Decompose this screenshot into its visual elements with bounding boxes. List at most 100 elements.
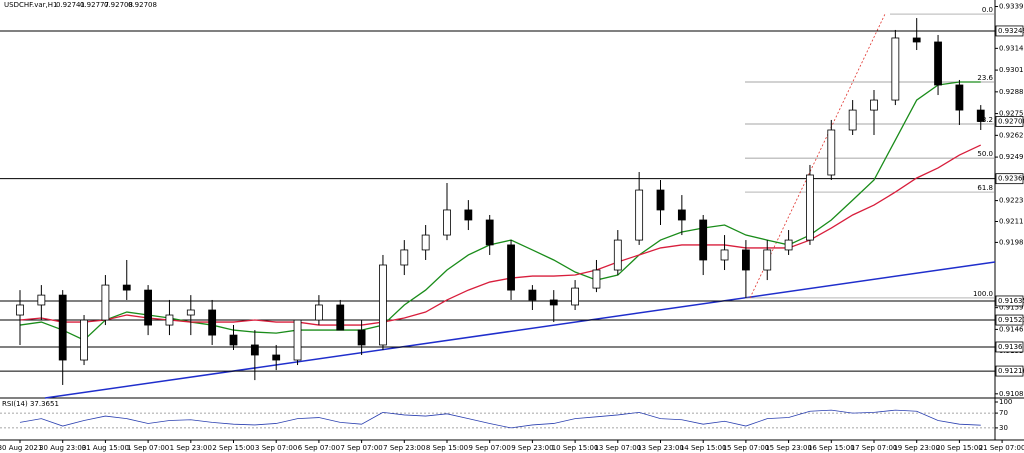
- candle-body: [571, 287, 579, 306]
- candle-body: [400, 249, 409, 266]
- x-tick-label: 8 Sep 15:00: [426, 444, 468, 452]
- x-tick-label: 13 Sep 07:00: [594, 444, 641, 452]
- x-tick-label: 7 Sep 07:00: [340, 444, 382, 452]
- candle-body: [208, 309, 217, 336]
- candle-body: [528, 289, 537, 301]
- candle-body: [37, 294, 46, 306]
- x-tick-label: 14 Sep 15:00: [680, 444, 727, 452]
- y-tick-label: 0.91985: [999, 238, 1024, 246]
- rsi-tick-label: 100: [999, 398, 1012, 406]
- header: USDCHF.var,H1 0.92741 0.92777 0.92708 0.…: [4, 1, 157, 9]
- x-tick-label: 15 Sep 07:00: [723, 444, 770, 452]
- level-box: [995, 365, 1024, 377]
- fib-anchor: [749, 13, 886, 299]
- candle-body: [699, 219, 708, 261]
- candle-body: [272, 354, 281, 361]
- fib-label: 0.0: [982, 6, 993, 14]
- candle-body: [891, 37, 900, 101]
- x-tick-label: 31 Aug 15:00: [82, 444, 129, 452]
- fib-label: 38.2: [977, 116, 993, 124]
- level-box: [995, 173, 1024, 185]
- x-tick-label: 13 Sep 23:00: [637, 444, 684, 452]
- moving-average: [19, 81, 981, 341]
- candle-body: [549, 299, 558, 306]
- candle-body: [229, 334, 238, 346]
- candle-body: [784, 239, 793, 251]
- candle-body: [485, 219, 494, 246]
- level-label: 0.9136: [998, 343, 1023, 351]
- level-label: 0.91635: [998, 297, 1024, 305]
- candle-body: [742, 249, 750, 271]
- level-label: 0.93249: [998, 27, 1024, 35]
- quote-open: 0.92741: [56, 1, 85, 9]
- level-label: 0.91216: [998, 367, 1024, 375]
- rsi-tick-label: 30: [999, 424, 1008, 432]
- moving-average: [19, 144, 982, 326]
- candle-body: [101, 284, 110, 321]
- x-tick-label: 1 Sep 23:00: [170, 444, 212, 452]
- chart-title: USDCHF.var,H1: [4, 1, 58, 9]
- candle-body: [443, 209, 451, 236]
- level-box: [995, 341, 1024, 353]
- last-price-box: [995, 116, 1024, 127]
- quote-low: 0.92708: [104, 1, 133, 9]
- x-tick-label: 9 Sep 23:00: [511, 444, 553, 452]
- trendline: [44, 261, 996, 399]
- candle-body: [848, 109, 857, 131]
- quote-close: 0.92708: [128, 1, 157, 9]
- candle-body: [592, 269, 601, 289]
- x-tick-label: 15 Sep 23:00: [765, 444, 812, 452]
- y-tick-label: 0.92235: [999, 197, 1024, 205]
- rsi-tick-label: 70: [999, 409, 1008, 417]
- candle-body: [357, 329, 366, 346]
- candle-body: [677, 209, 686, 221]
- quote-high: 0.92777: [80, 1, 109, 9]
- candle-body: [336, 304, 345, 331]
- y-tick-label: 0.91595: [999, 304, 1024, 312]
- x-tick-label: 21 Sep 07:00: [979, 444, 1024, 452]
- x-tick-label: 17 Sep 07:00: [851, 444, 898, 452]
- y-tick-label: 0.93145: [999, 44, 1024, 52]
- candle-body: [379, 264, 387, 346]
- candle-body: [464, 209, 473, 221]
- candle-body: [507, 244, 515, 291]
- y-tick-label: 0.92625: [999, 131, 1024, 139]
- y-tick-label: 0.91465: [999, 325, 1024, 333]
- level-box: [995, 295, 1024, 307]
- x-tick-label: 6 Sep 07:00: [298, 444, 340, 452]
- candle-body: [16, 304, 24, 316]
- rsi-line: [19, 409, 981, 429]
- candle-body: [122, 284, 131, 291]
- y-tick-label: 0.92755: [999, 110, 1024, 118]
- candle-body: [763, 249, 772, 271]
- x-tick-label: 2 Sep 15:00: [212, 444, 254, 452]
- candle-body: [976, 109, 985, 122]
- y-tick-label: 0.93395: [999, 3, 1024, 11]
- candle-body: [613, 239, 622, 271]
- x-tick-label: 9 Sep 07:00: [469, 444, 511, 452]
- candle-body: [827, 129, 836, 176]
- x-tick-label: 3 Sep 07:00: [255, 444, 297, 452]
- fib-label: 100.0: [973, 290, 993, 298]
- candle-body: [314, 304, 323, 321]
- x-tick-label: 16 Sep 15:00: [808, 444, 855, 452]
- fib-label: 61.8: [977, 184, 993, 192]
- candle-body: [955, 84, 964, 111]
- y-tick-label: 0.93015: [999, 66, 1024, 74]
- candle-body: [58, 294, 67, 361]
- candle-body: [720, 249, 729, 261]
- fib-label: 23.6: [977, 74, 993, 82]
- candle-body: [635, 189, 644, 241]
- y-tick-label: 0.92885: [999, 88, 1024, 96]
- x-tick-label: 1 Sep 07:00: [127, 444, 169, 452]
- fib-label: 50.0: [977, 150, 993, 158]
- level-label: 0.91521: [998, 316, 1024, 324]
- candle-body: [144, 289, 153, 326]
- last-price-label: 0.92708: [998, 117, 1024, 125]
- candle-body: [165, 314, 174, 326]
- level-box: [995, 25, 1024, 37]
